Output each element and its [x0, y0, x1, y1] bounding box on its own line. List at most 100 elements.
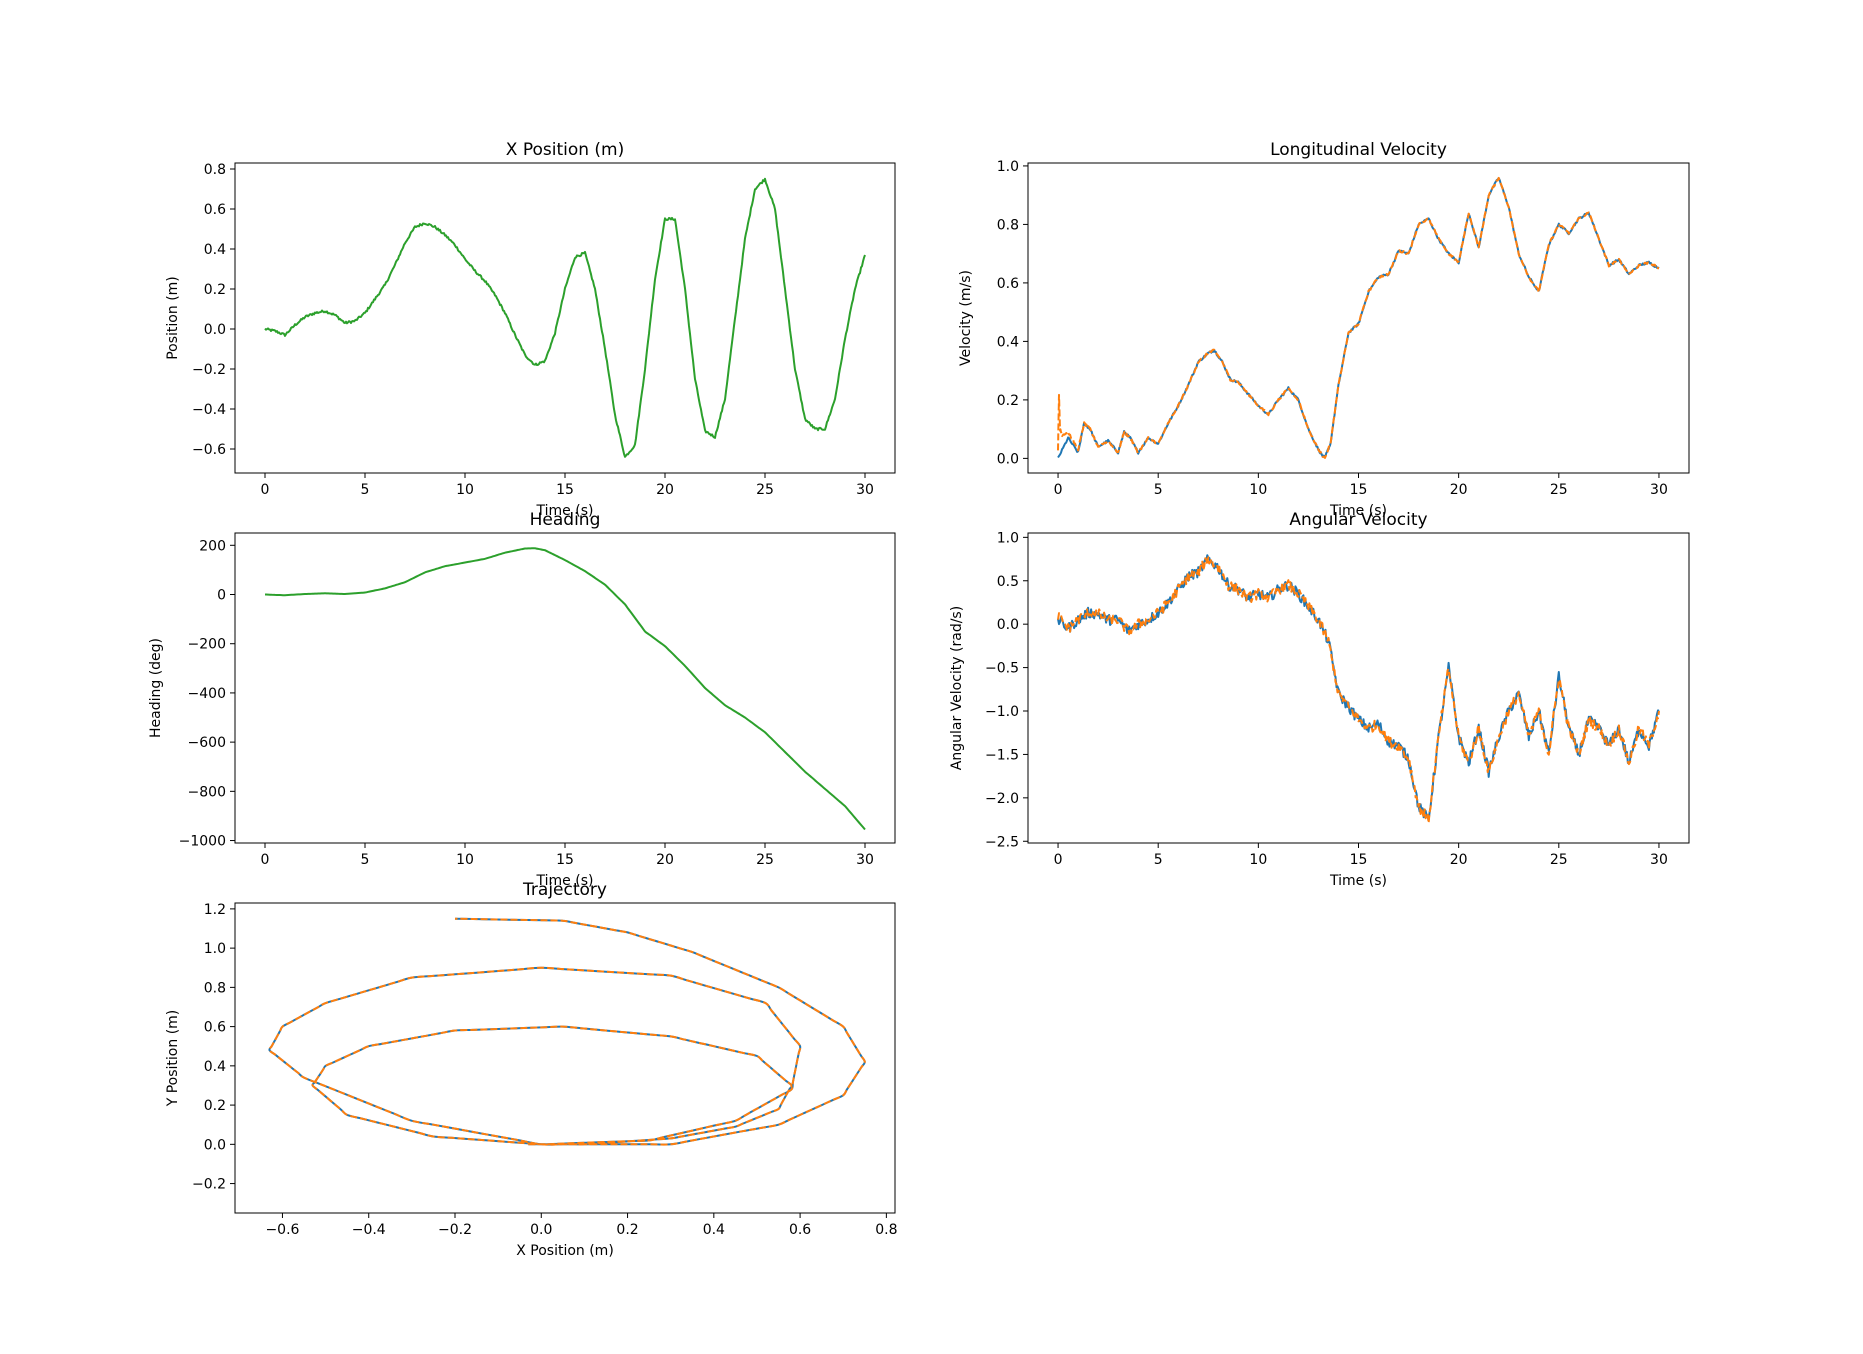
- y-tick-label: 0.8: [997, 217, 1019, 233]
- y-tick-label: 0.8: [204, 980, 226, 996]
- x-tick-label: 20: [1450, 482, 1468, 498]
- chart-title: Trajectory: [522, 880, 607, 900]
- y-tick-label: 1.0: [997, 530, 1019, 546]
- x-tick-label: 0.0: [530, 1222, 552, 1238]
- x-tick-label: 25: [1550, 482, 1568, 498]
- y-tick-label: 0.6: [204, 202, 226, 218]
- y-tick-label: 1.2: [204, 902, 226, 918]
- x-tick-label: 15: [556, 852, 574, 868]
- x-tick-label: 0: [261, 852, 270, 868]
- y-tick-label: −1.5: [985, 747, 1019, 763]
- x-tick-label: 20: [656, 852, 674, 868]
- y-tick-label: −0.4: [192, 402, 226, 418]
- x-tick-label: 30: [856, 852, 874, 868]
- x-tick-label: 20: [1450, 852, 1468, 868]
- series-group: [1057, 176, 1660, 459]
- x-tick-label: 0: [261, 482, 270, 498]
- y-tick-label: 0.8: [204, 162, 226, 178]
- series-group: [264, 547, 866, 831]
- y-tick-label: 0.4: [204, 242, 226, 258]
- x-tick-label: 0.2: [616, 1222, 638, 1238]
- x-tick-label: 25: [756, 482, 774, 498]
- x-tick-label: 5: [1154, 482, 1163, 498]
- series-line-green: [264, 177, 866, 458]
- x-tick-label: 15: [1350, 852, 1368, 868]
- y-tick-label: −1000: [179, 834, 226, 850]
- y-tick-label: 0.6: [997, 276, 1019, 292]
- x-tick-label: 5: [1154, 852, 1163, 868]
- x-tick-label: 20: [656, 482, 674, 498]
- y-tick-label: 0.0: [997, 451, 1019, 467]
- y-tick-label: 0.0: [204, 322, 226, 338]
- x-tick-label: 30: [1650, 482, 1668, 498]
- y-tick-label: 1.0: [997, 159, 1019, 175]
- series-group: [264, 177, 866, 458]
- x-axis-label: Time (s): [1329, 873, 1387, 889]
- x-tick-label: 10: [456, 482, 474, 498]
- x-tick-label: 0.4: [703, 1222, 725, 1238]
- x-axis-label: Time (s): [536, 873, 594, 889]
- y-tick-label: −0.2: [192, 1177, 226, 1193]
- x-tick-label: −0.4: [352, 1222, 386, 1238]
- y-axis-label: Velocity (m/s): [958, 270, 974, 366]
- chart-heading: 0 5 10 15 20 25 30 −1000 −800 −600 −400 −200 0 200 Hea…: [148, 510, 896, 889]
- x-tick-label: 15: [556, 482, 574, 498]
- chart-title: Heading: [530, 510, 601, 530]
- x-tick-label: 5: [361, 852, 370, 868]
- chart-title: X Position (m): [506, 140, 624, 160]
- chart-longitudinal-velocity: 0 5 10 15 20 25 30 0.0 0.2 0.4 0.6 0.8 1.0 Longitudin…: [958, 140, 1690, 519]
- series-line-green: [264, 547, 866, 831]
- y-axis-label: Y Position (m): [165, 1010, 181, 1108]
- x-tick-label: −0.2: [438, 1222, 472, 1238]
- y-tick-label: −600: [188, 735, 226, 751]
- y-tick-label: 1.0: [204, 941, 226, 957]
- chart-x-position: 0 5 10 15 20 25 30 −0.6 −0.4 −0.2 0.0 0.2 0.4 0.6 0.8 X…: [165, 140, 896, 519]
- y-tick-label: 0.6: [204, 1020, 226, 1036]
- y-tick-label: −800: [188, 784, 226, 800]
- y-axis-label: Position (m): [165, 276, 181, 360]
- x-tick-label: 15: [1350, 482, 1368, 498]
- y-tick-label: −1.0: [985, 704, 1019, 720]
- x-tick-label: 10: [1249, 482, 1267, 498]
- y-tick-label: 0.2: [997, 393, 1019, 409]
- x-tick-label: 25: [1550, 852, 1568, 868]
- y-tick-label: 0.2: [204, 282, 226, 298]
- x-tick-label: 30: [856, 482, 874, 498]
- y-tick-label: 0.4: [997, 334, 1019, 350]
- chart-title: Longitudinal Velocity: [1270, 140, 1447, 160]
- y-axis-label: Angular Velocity (rad/s): [949, 606, 965, 770]
- series-line-orange: [1057, 556, 1660, 824]
- chart-angular-velocity: 0 5 10 15 20 25 30 −2.5 −2.0 −1.5 −1.0 −0.5 0.0 0.5 1.…: [949, 510, 1690, 889]
- y-tick-label: −0.5: [985, 661, 1019, 677]
- series-line-orange: [268, 917, 866, 1146]
- x-tick-label: 0: [1054, 852, 1063, 868]
- x-axis-label: Time (s): [1329, 503, 1387, 519]
- y-tick-label: 200: [199, 538, 226, 554]
- x-tick-label: 5: [361, 482, 370, 498]
- y-tick-label: −0.2: [192, 362, 226, 378]
- y-tick-label: −200: [188, 637, 226, 653]
- y-tick-label: −2.0: [985, 791, 1019, 807]
- x-tick-label: 0.8: [875, 1222, 897, 1238]
- x-tick-label: 10: [1249, 852, 1267, 868]
- y-tick-label: 0.4: [204, 1059, 226, 1075]
- series-line-orange: [1057, 176, 1659, 459]
- y-tick-label: −0.6: [192, 442, 226, 458]
- y-tick-label: 0.0: [204, 1137, 226, 1153]
- series-group: [268, 917, 866, 1146]
- y-axis-label: Heading (deg): [148, 638, 164, 738]
- x-tick-label: 0: [1054, 482, 1063, 498]
- y-tick-label: −2.5: [985, 834, 1019, 850]
- y-tick-label: −400: [188, 686, 226, 702]
- y-tick-label: 0.0: [997, 617, 1019, 633]
- chart-trajectory: −0.6 −0.4 −0.2 0.0 0.2 0.4 0.6 0.8 −0.2 0.0 0.2 0.4…: [165, 880, 898, 1259]
- x-tick-label: 25: [756, 852, 774, 868]
- chart-title: Angular Velocity: [1289, 510, 1427, 530]
- y-tick-label: 0: [217, 588, 226, 604]
- x-tick-label: 0.6: [789, 1222, 811, 1238]
- plot-frame: [234, 902, 896, 1214]
- x-tick-label: −0.6: [265, 1222, 299, 1238]
- y-tick-label: 0.5: [997, 574, 1019, 590]
